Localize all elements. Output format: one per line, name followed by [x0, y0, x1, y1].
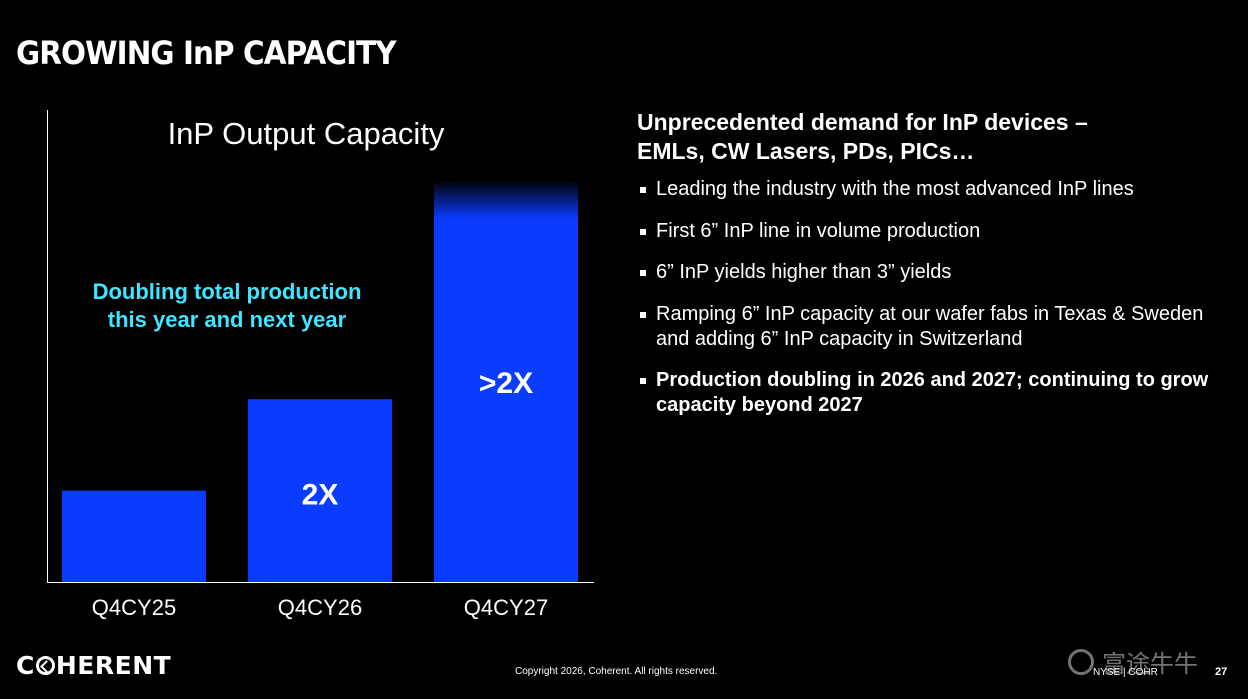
- bullet-item: Leading the industry with the most advan…: [637, 177, 1217, 202]
- logo-letter-c: C: [16, 651, 35, 680]
- x-tick-label: Q4CY26: [278, 595, 362, 620]
- chart-annotation-line2: this year and next year: [108, 307, 347, 332]
- bullet-item: 6” InP yields higher than 3” yields: [637, 260, 1217, 285]
- watermark-text: 富途牛牛: [1102, 650, 1198, 678]
- bar-data-label: 2X: [302, 478, 339, 511]
- bar-q4cy25: [62, 490, 206, 582]
- ticker-text: NYSE | COHR: [1093, 667, 1158, 678]
- panel-heading: Unprecedented demand for InP devices – E…: [637, 108, 1217, 166]
- coherent-logo: C HERENT: [16, 651, 171, 680]
- bullet-square-icon: [640, 311, 646, 318]
- watermark: 富途牛牛: [1068, 644, 1198, 679]
- logo-text-rest: HERENT: [55, 651, 172, 680]
- bullet-square-icon: [640, 270, 646, 276]
- bar-data-label: >2X: [479, 367, 533, 400]
- bullet-square-icon: [640, 228, 646, 235]
- bar-fade-top: [434, 180, 578, 219]
- panel-heading-line2: EMLs, CW Lasers, PDs, PICs…: [637, 138, 975, 164]
- bar-q4cy26: [248, 399, 392, 582]
- chart-title: InP Output Capacity: [168, 116, 445, 151]
- panel-heading-line1: Unprecedented demand for InP devices –: [637, 109, 1088, 135]
- bullet-item: Ramping 6” InP capacity at our wafer fab…: [637, 302, 1217, 352]
- bullet-item: First 6” InP line in volume production: [637, 219, 1217, 244]
- copyright-text: Copyright 2026, Coherent. All rights res…: [515, 666, 718, 677]
- bullet-square-icon: [640, 378, 646, 384]
- bullet-square-icon: [640, 187, 646, 193]
- bullet-item: Production doubling in 2026 and 2027; co…: [637, 368, 1217, 418]
- slide-title: GROWING InP CAPACITY: [16, 34, 397, 72]
- bar-chart: InP Output Capacity Q4CY25 Q4CY26 Q4CY27 2…: [47, 110, 594, 620]
- chart-annotation-line1: Doubling total production: [93, 279, 362, 304]
- x-tick-label: Q4CY25: [92, 595, 176, 620]
- x-tick-label: Q4CY27: [464, 595, 548, 620]
- logo-o-icon: [35, 656, 55, 675]
- bar-q4cy27: [434, 218, 578, 582]
- watermark-logo-icon: [1068, 648, 1094, 675]
- bullet-list: Leading the industry with the most advan…: [637, 177, 1217, 418]
- key-points-panel: Unprecedented demand for InP devices – E…: [637, 108, 1217, 435]
- page-number: 27: [1215, 666, 1228, 678]
